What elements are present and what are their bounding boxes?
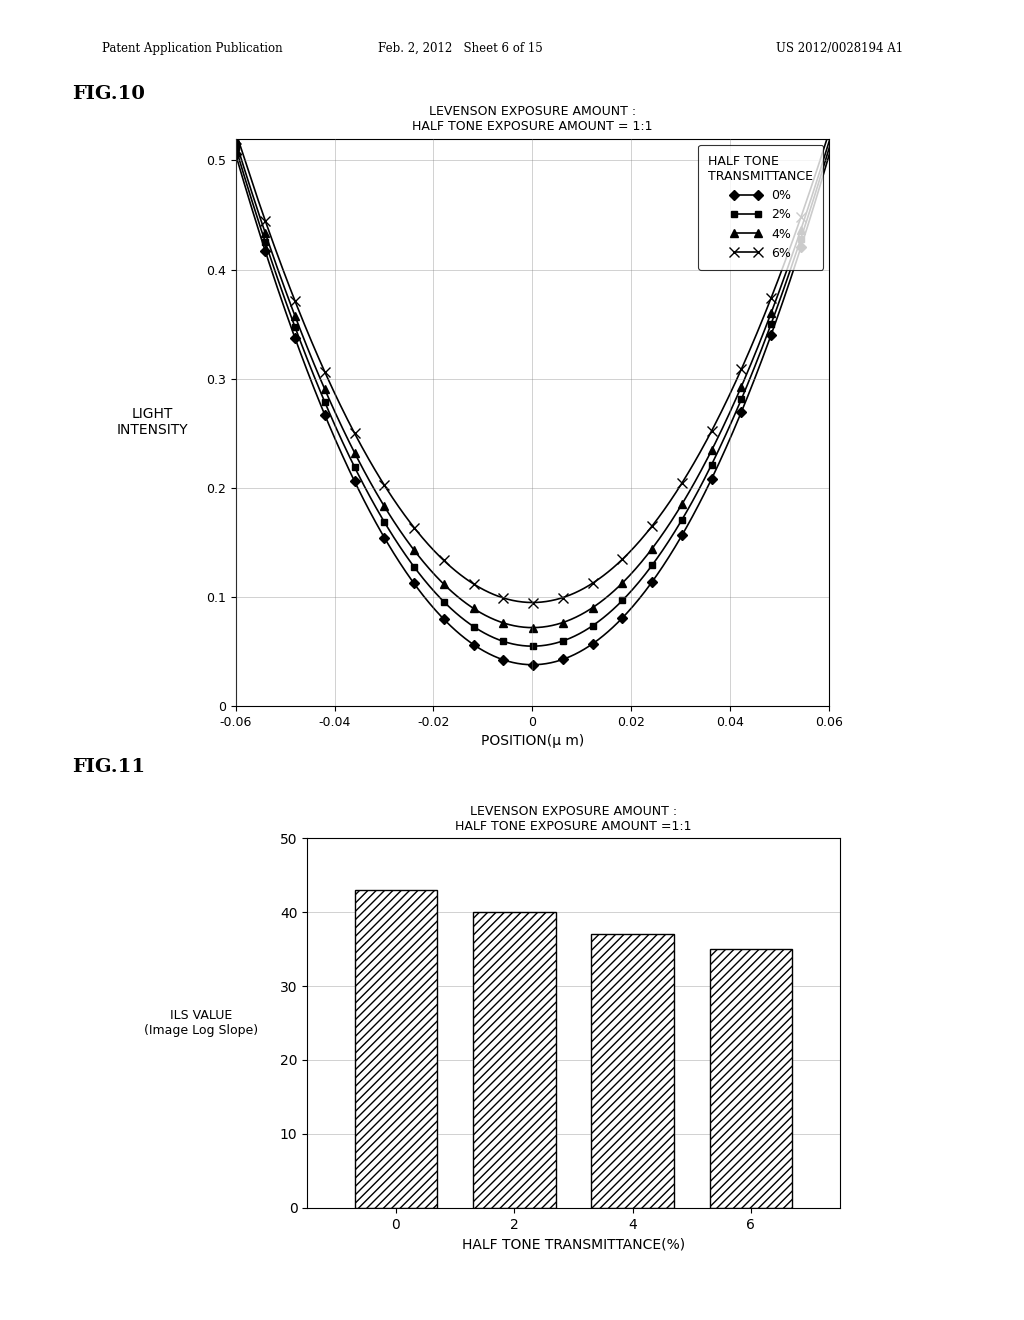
6%	[515, 594, 527, 610]
6%	[511, 594, 523, 610]
Text: FIG.10: FIG.10	[72, 84, 144, 103]
Y-axis label: ILS VALUE
(Image Log Slope): ILS VALUE (Image Log Slope)	[143, 1008, 258, 1038]
4%	[511, 619, 523, 635]
Y-axis label: LIGHT
INTENSITY: LIGHT INTENSITY	[117, 408, 188, 437]
2%	[823, 139, 836, 154]
Text: Feb. 2, 2012   Sheet 6 of 15: Feb. 2, 2012 Sheet 6 of 15	[379, 42, 543, 55]
6%	[552, 591, 564, 607]
Text: Patent Application Publication: Patent Application Publication	[102, 42, 283, 55]
Line: 6%: 6%	[230, 133, 835, 607]
0%	[515, 656, 527, 672]
0%	[552, 653, 564, 669]
0%	[525, 657, 538, 673]
4%	[525, 619, 538, 635]
0%	[823, 147, 836, 162]
Title: LEVENSON EXPOSURE AMOUNT :
HALF TONE EXPOSURE AMOUNT =1:1: LEVENSON EXPOSURE AMOUNT : HALF TONE EXP…	[456, 805, 691, 833]
2%	[552, 635, 564, 651]
6%	[229, 131, 242, 147]
X-axis label: HALF TONE TRANSMITTANCE(%): HALF TONE TRANSMITTANCE(%)	[462, 1237, 685, 1251]
6%	[584, 577, 596, 593]
Bar	[354, 890, 437, 1208]
Bar	[591, 935, 674, 1208]
Title: LEVENSON EXPOSURE AMOUNT :
HALF TONE EXPOSURE AMOUNT = 1:1: LEVENSON EXPOSURE AMOUNT : HALF TONE EXP…	[413, 106, 652, 133]
0%	[810, 190, 822, 206]
Text: FIG.11: FIG.11	[72, 758, 144, 776]
6%	[525, 594, 538, 610]
4%	[552, 616, 564, 632]
Legend: 0%, 2%, 4%, 6%: 0%, 2%, 4%, 6%	[698, 145, 823, 269]
2%	[718, 432, 730, 447]
0%	[229, 147, 242, 162]
4%	[810, 174, 822, 190]
Line: 0%: 0%	[232, 150, 833, 668]
4%	[584, 602, 596, 618]
Text: US 2012/0028194 A1: US 2012/0028194 A1	[776, 42, 903, 55]
2%	[229, 139, 242, 154]
2%	[525, 639, 538, 655]
2%	[511, 638, 523, 653]
X-axis label: POSITION(μ m): POSITION(μ m)	[481, 734, 584, 748]
4%	[229, 132, 242, 148]
Line: 2%: 2%	[232, 144, 833, 649]
4%	[718, 418, 730, 434]
6%	[718, 400, 730, 416]
2%	[810, 182, 822, 198]
2%	[515, 638, 527, 653]
0%	[511, 656, 523, 672]
0%	[584, 638, 596, 653]
4%	[515, 619, 527, 635]
4%	[823, 132, 836, 148]
Line: 4%: 4%	[231, 136, 834, 632]
6%	[823, 131, 836, 147]
2%	[584, 619, 596, 635]
6%	[810, 164, 822, 180]
Bar	[473, 912, 556, 1208]
Bar	[710, 949, 793, 1208]
0%	[718, 445, 730, 461]
